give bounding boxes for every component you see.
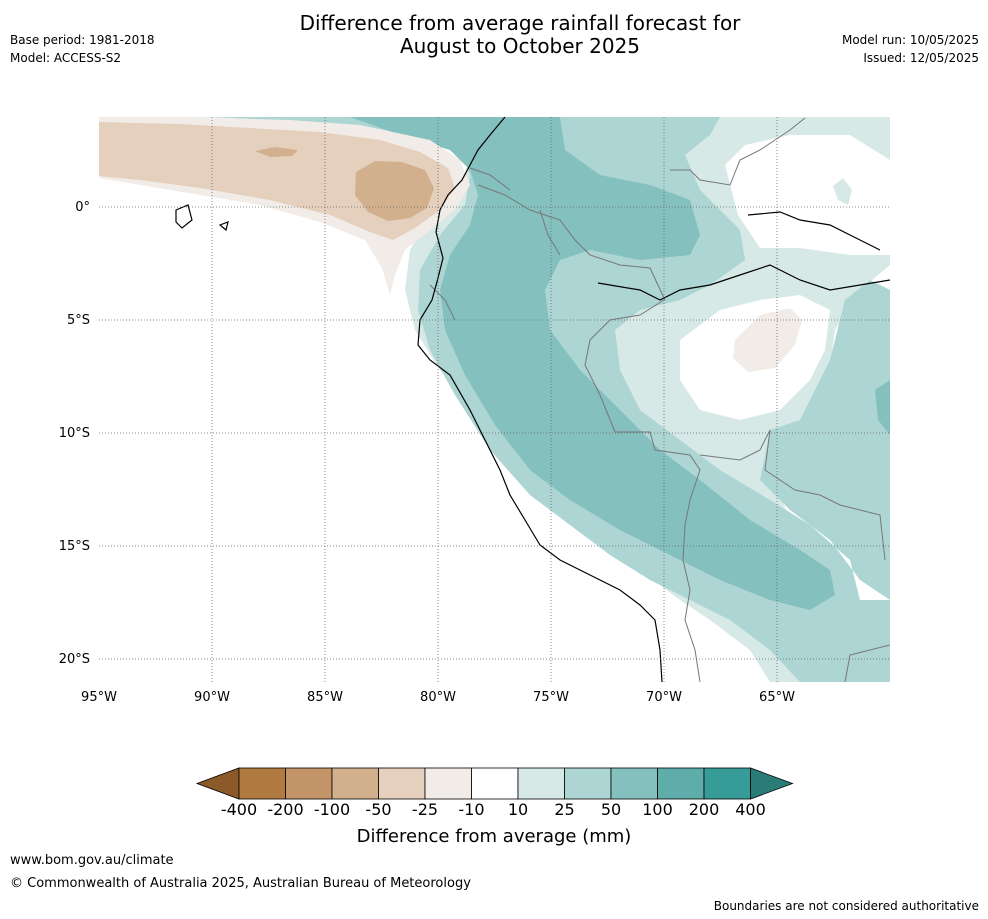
lat-label: 10°S <box>59 426 90 441</box>
lon-label: 85°W <box>307 690 343 705</box>
lon-label: 75°W <box>533 690 569 705</box>
legend-tick: -400 <box>220 800 258 819</box>
legend-tick: -25 <box>411 800 439 819</box>
legend-tick: 100 <box>642 800 673 819</box>
contour-50-100 <box>350 117 890 610</box>
legend-swatch <box>285 767 333 800</box>
lon-label: 95°W <box>81 690 117 705</box>
lat-label: 15°S <box>59 539 90 554</box>
coastline <box>175 117 890 682</box>
lon-label: 65°W <box>759 690 795 705</box>
legend-tick: 200 <box>688 800 720 819</box>
legend-tick: 400 <box>735 800 766 819</box>
meta-left: Base period: 1981-2018 Model: ACCESS-S2 <box>10 31 155 67</box>
contour-neutral <box>680 135 890 420</box>
legend-swatch <box>610 767 658 800</box>
legend-swatch <box>424 767 472 800</box>
lon-label: 80°W <box>420 690 456 705</box>
footer-copyright: © Commonwealth of Australia 2025, Austra… <box>10 876 471 891</box>
legend-tick: -200 <box>267 800 304 819</box>
legend-tick: 50 <box>600 800 622 819</box>
map-field <box>99 117 890 682</box>
footer-url: www.bom.gov.au/climate <box>10 853 174 868</box>
longitude-labels: 95°W 90°W 85°W 80°W 75°W 70°W 65°W <box>81 690 795 705</box>
legend-tick: -10 <box>458 800 485 819</box>
base-period: Base period: 1981-2018 <box>10 33 155 47</box>
contour-light-dry <box>733 308 802 372</box>
lat-label: 5°S <box>67 313 90 328</box>
title-line-1: Difference from average rainfall forecas… <box>299 11 741 35</box>
title-line-2: August to October 2025 <box>399 34 641 58</box>
legend-swatch <box>471 767 519 800</box>
model-name: Model: ACCESS-S2 <box>10 51 122 65</box>
country-boundaries <box>429 117 890 682</box>
legend-title: Difference from average (mm) <box>356 826 632 847</box>
model-run: Model run: 10/05/2025 <box>841 33 979 47</box>
legend-swatch <box>378 767 426 800</box>
legend-tick: 25 <box>554 800 575 819</box>
contour-dry-inner <box>255 147 434 221</box>
lat-label: 0° <box>75 200 90 215</box>
lon-label: 70°W <box>646 690 682 705</box>
legend-swatch <box>331 767 379 800</box>
map-title: Difference from average rainfall forecas… <box>240 12 800 58</box>
legend-swatch <box>238 767 286 800</box>
legend-swatch <box>657 767 705 800</box>
legend-extend-arrow <box>195 767 240 800</box>
legend-tick: -100 <box>313 800 351 819</box>
contour-dry-mid <box>99 122 455 240</box>
contour-light-teal-patch <box>833 178 852 205</box>
legend-tick: 10 <box>507 800 529 819</box>
legend-swatch <box>517 767 565 800</box>
legend-tick: -50 <box>365 800 392 819</box>
footer-disclaimer: Boundaries are not considered authoritat… <box>713 899 979 913</box>
legend-extend-arrow <box>750 767 794 800</box>
gridlines <box>99 117 890 682</box>
legend-swatch <box>703 767 751 800</box>
legend-colorbar <box>195 767 794 800</box>
lat-label: 20°S <box>59 652 90 667</box>
lon-label: 90°W <box>194 690 230 705</box>
issued-date: Issued: 12/05/2025 <box>863 51 979 65</box>
meta-right: Model run: 10/05/2025 Issued: 12/05/2025 <box>842 31 979 67</box>
latitude-labels: 0° 5°S 10°S 15°S 20°S <box>59 200 90 667</box>
legend-swatch <box>564 767 612 800</box>
